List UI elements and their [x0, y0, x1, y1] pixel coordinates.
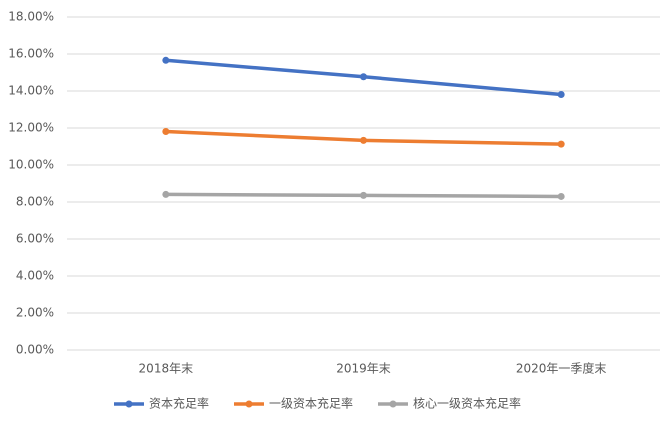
data-point: [360, 191, 367, 199]
y-tick-label: 4.00%: [16, 269, 54, 283]
data-point: [162, 190, 170, 198]
y-tick-label: 6.00%: [16, 232, 54, 246]
data-point: [557, 192, 565, 200]
data-point: [557, 91, 565, 99]
y-tick-label: 16.00%: [8, 47, 54, 61]
data-point: [360, 73, 367, 81]
legend-label: 核心一级资本充足率: [413, 396, 521, 411]
y-tick-label: 18.00%: [8, 10, 54, 24]
x-tick-label: 2020年一季度末: [516, 361, 607, 376]
y-tick-label: 0.00%: [16, 343, 54, 357]
legend-marker: [245, 400, 253, 408]
y-tick-label: 2.00%: [16, 306, 54, 320]
legend-label: 资本充足率: [149, 396, 209, 411]
y-tick-label: 8.00%: [16, 195, 54, 209]
legend-label: 一级资本充足率: [269, 396, 353, 411]
legend-marker: [389, 400, 397, 408]
y-tick-label: 10.00%: [8, 158, 54, 172]
x-tick-label: 2019年末: [336, 362, 391, 376]
y-tick-label: 12.00%: [8, 121, 54, 135]
data-point: [557, 140, 565, 148]
data-point: [162, 128, 170, 136]
data-point: [360, 136, 367, 144]
data-point: [162, 56, 170, 64]
y-tick-label: 14.00%: [8, 84, 54, 98]
legend-marker: [125, 400, 133, 408]
x-tick-label: 2018年末: [139, 362, 194, 376]
